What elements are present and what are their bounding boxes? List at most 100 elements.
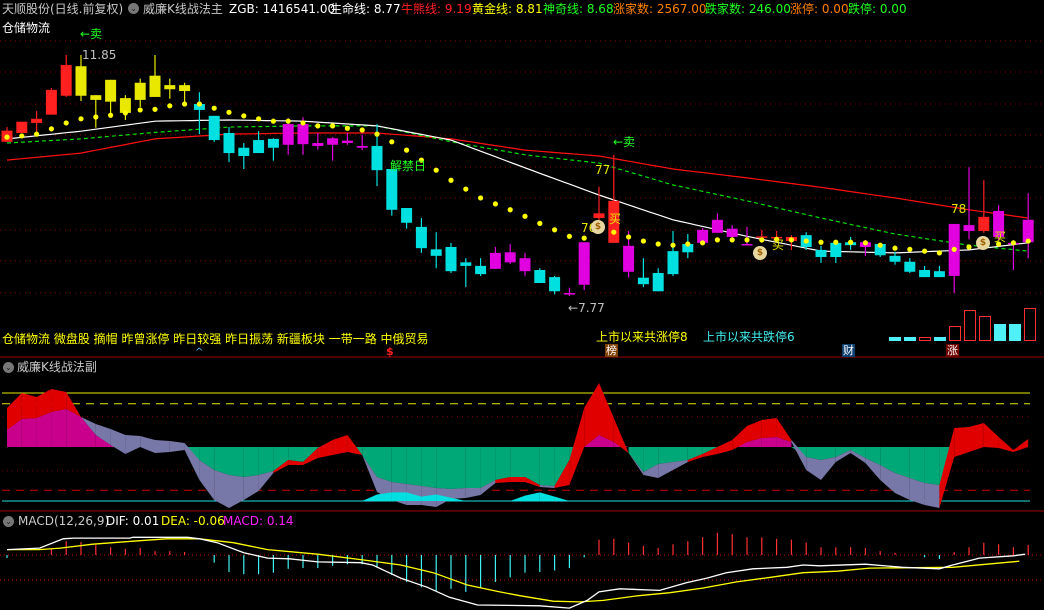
oscillator-fill-negative (687, 447, 703, 460)
sub-indicator-name[interactable]: 威廉K线战法副 (17, 360, 97, 374)
oscillator-spread (81, 416, 96, 436)
magic-line-dot (611, 229, 617, 235)
oscillator-spread (125, 435, 141, 455)
oscillator-fill-negative (554, 447, 570, 486)
magic-line-dot (315, 123, 321, 129)
chevron-down-icon[interactable]: ⌄ (3, 362, 14, 373)
finance-badge[interactable]: 财 (842, 344, 855, 357)
candle-body (608, 200, 620, 243)
bottom-signal-fill (391, 492, 407, 501)
oscillator-spread (332, 435, 348, 455)
macd-title[interactable]: MACD(12,26,9) (18, 514, 110, 528)
up-arrow-marker-icon[interactable]: ^ (195, 347, 204, 358)
candle-body (741, 244, 753, 246)
oscillator-fill-negative (673, 447, 688, 463)
candle-body (45, 89, 57, 115)
dollar-marker-icon[interactable]: $ (386, 345, 394, 358)
oscillator-spread (303, 447, 318, 466)
oscillator-spread (169, 440, 185, 452)
magic-line-dot (19, 133, 25, 139)
oscillator-fill-negative (539, 447, 555, 486)
candle-body (815, 249, 827, 258)
life-line-value: 生命线: 8.77 (330, 2, 401, 16)
bottom-signal-fill (377, 492, 392, 501)
magic-line-dot (640, 238, 647, 244)
oscillator-spread (954, 427, 969, 458)
magic-line-dot (729, 237, 735, 243)
oscillator-spread (480, 480, 496, 495)
bottom-signal-fill (421, 494, 437, 501)
oscillator-fill-negative (258, 447, 274, 475)
candle-body (475, 265, 487, 275)
oscillator-spread (362, 454, 377, 493)
oscillator-spread (288, 459, 303, 466)
volume-bar (934, 337, 946, 341)
oscillator-spread (495, 477, 511, 483)
oscillator-spread (229, 474, 244, 509)
magic-line-dot (78, 116, 84, 122)
oscillator-fill-negative (421, 447, 437, 489)
dea-line (7, 538, 1020, 603)
candle-body (667, 251, 679, 275)
oscillator-fill-positive (95, 435, 111, 447)
oscillator-spread (702, 447, 718, 458)
candle-body (578, 242, 590, 285)
magic-line-dot (892, 245, 898, 251)
candle-body (341, 140, 353, 144)
oscillator-spread (628, 453, 644, 475)
magic-line-dot (478, 195, 484, 201)
magic-line-dot (581, 235, 587, 241)
magic-line-dot (700, 240, 706, 246)
bull-bear-line (6, 132, 1029, 219)
candle-body (874, 244, 886, 256)
magic-line-dot (670, 242, 676, 248)
candle-body (312, 143, 324, 146)
candle-body (652, 272, 664, 292)
magic-line-dot (211, 105, 217, 111)
oscillator-fill-negative (377, 447, 392, 482)
up-count-value: 涨家数: 2567.00 (613, 2, 707, 16)
oscillator-spread (347, 435, 363, 455)
magic-line-dot (152, 106, 158, 112)
chevron-down-icon[interactable]: ⌄ (3, 516, 14, 527)
rank-badge[interactable]: 榜 (605, 344, 618, 357)
bottom-signal-fill (554, 496, 570, 501)
magic-line-dot (862, 240, 869, 246)
oscillator-fill-negative (835, 447, 851, 458)
dea-value: DEA: -0.06 (161, 514, 225, 528)
candle-body (963, 225, 975, 232)
oscillator-spread (717, 439, 733, 455)
oscillator-spread (510, 477, 525, 482)
life-line (6, 119, 1029, 254)
main-indicator-name[interactable]: 威廉K线战法主 (143, 2, 223, 16)
oscillator-spread (599, 382, 614, 443)
bull-bear-line-value: 牛熊线: 9.19 (401, 2, 472, 16)
oscillator-fill-negative (451, 447, 466, 490)
candle-body (238, 147, 250, 157)
oscillator-spread (776, 417, 792, 443)
sector-label: 仓储物流 (2, 21, 51, 35)
label-77: 77 (595, 163, 611, 177)
magic-line-dot (951, 246, 957, 252)
candle-body (327, 138, 339, 145)
candle-body (904, 261, 916, 272)
magic-line-dot (507, 207, 513, 213)
candle-body (90, 95, 102, 100)
oscillator-fill-positive (66, 408, 81, 447)
concept-tags[interactable]: 仓储物流 微盘股 摘帽 昨曾涨停 昨日较强 昨日振荡 新疆板块 一带一路 中俄贸… (2, 332, 429, 346)
label-78: 78 (951, 202, 967, 216)
chevron-down-icon[interactable]: ⌄ (128, 3, 139, 14)
rise-badge[interactable]: 涨 (946, 344, 959, 357)
oscillator-fill-positive (599, 435, 614, 447)
money-bag-icon: $ (976, 236, 990, 250)
magic-line-dot (759, 237, 765, 243)
oscillator-fill-positive (747, 438, 762, 447)
sell-signal: ←卖 (80, 27, 103, 41)
buy-signal: 买 (772, 238, 785, 252)
oscillator-spread (732, 426, 747, 451)
magic-line-dot (833, 239, 839, 245)
candle-body (193, 104, 205, 110)
stock-title: 天顺股份(日线.前复权) (2, 2, 124, 16)
oscillator-spread (687, 454, 703, 463)
